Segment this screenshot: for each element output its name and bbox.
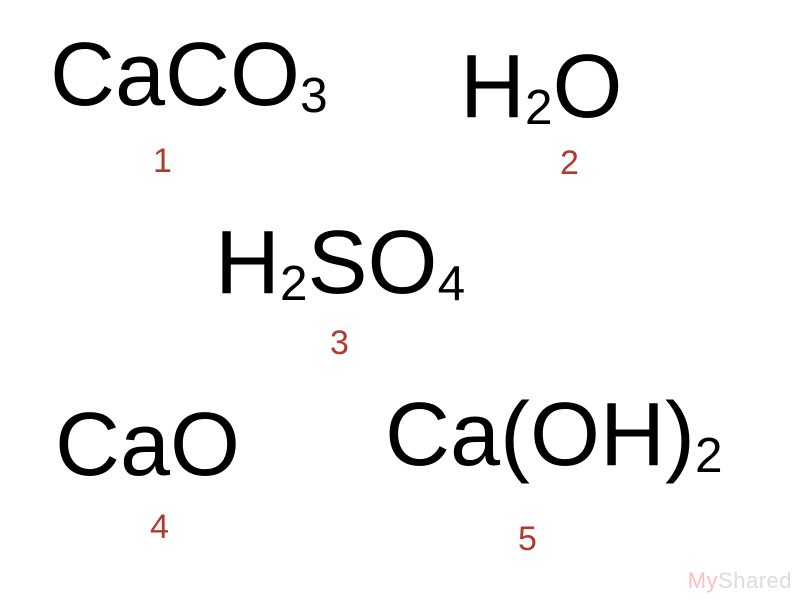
label-3: 3 (330, 326, 349, 360)
formula-part: SO (308, 213, 438, 313)
formula-caco3: CaCO3 (50, 30, 328, 120)
formula-caoh2: Ca(OH)2 (385, 390, 723, 480)
formula-subscript: 2 (525, 80, 553, 135)
formula-part: H (460, 37, 525, 137)
watermark-suffix: Shared (718, 568, 792, 593)
formula-part: O (553, 37, 623, 137)
formula-subscript: 3 (300, 68, 328, 123)
formula-h2so4: H2SO4 (215, 218, 465, 308)
formula-h2o: H2O (460, 42, 623, 132)
label-5: 5 (518, 522, 537, 556)
formula-subscript: 2 (280, 256, 308, 311)
formula-part: CaO (55, 395, 240, 495)
watermark-prefix: My (688, 568, 718, 593)
formula-part: H (215, 213, 280, 313)
formula-part: Ca(OH) (385, 385, 695, 485)
formula-part: CaCO (50, 25, 300, 125)
formula-cao: CaO (55, 400, 240, 490)
formula-subscript: 4 (438, 256, 466, 311)
label-1: 1 (153, 144, 172, 178)
label-2: 2 (560, 146, 579, 180)
slide-canvas: CaCO3 1 H2O 2 H2SO4 3 CaO 4 Ca(OH)2 5 My… (0, 0, 800, 600)
watermark: MyShared (688, 568, 792, 594)
formula-subscript: 2 (695, 428, 723, 483)
label-4: 4 (150, 510, 169, 544)
